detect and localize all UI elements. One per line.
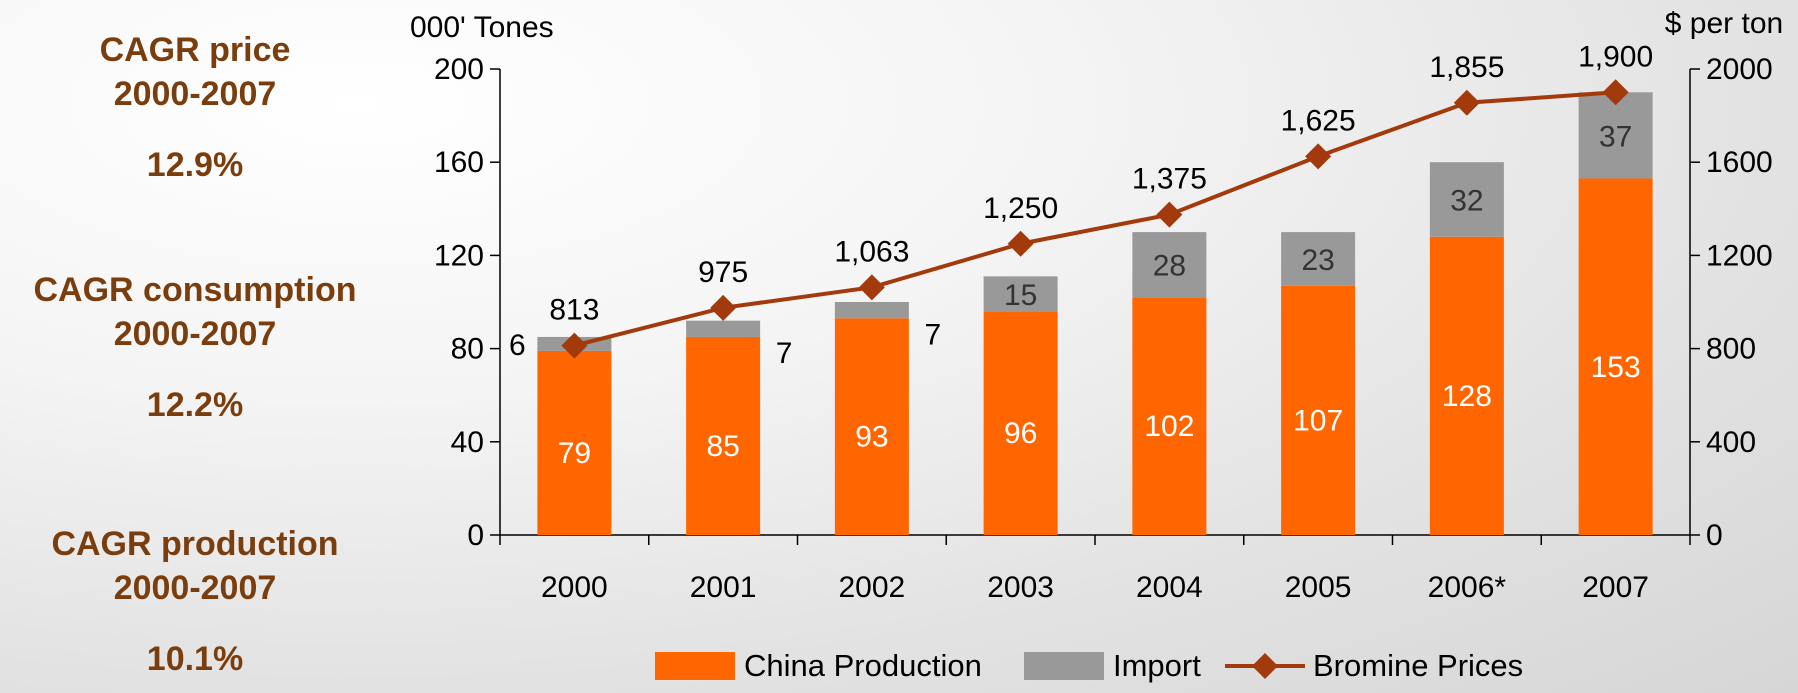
production-value-label: 96 [1004, 417, 1037, 450]
price-value-label: 1,375 [1132, 163, 1207, 196]
x-tick-label: 2004 [1136, 571, 1203, 604]
production-bar [537, 350, 612, 535]
x-tick-label: 2000 [541, 571, 608, 604]
x-tick-label: 2007 [1582, 571, 1649, 604]
production-bar [1578, 178, 1653, 535]
cagr-production-period: 2000-2007 [113, 569, 277, 607]
production-value-label: 128 [1442, 380, 1492, 413]
price-marker [561, 332, 588, 359]
chart-bars [537, 92, 1653, 535]
cagr-price-period: 2000-2007 [113, 75, 277, 113]
x-tick-label: 2001 [690, 571, 757, 604]
import-value-label: 32 [1450, 184, 1483, 217]
production-value-label: 93 [855, 421, 888, 454]
price-value-label: 1,063 [834, 235, 909, 268]
legend-label-price: Bromine Prices [1313, 648, 1523, 683]
right-tick-label: 400 [1706, 426, 1756, 459]
price-marker [1007, 230, 1034, 257]
chart-labels: 79 85 93 96 102 107 128 153 6 7 7 15 28 23 32 37 813 975 1… [509, 40, 1653, 470]
import-value-label: 28 [1153, 250, 1186, 283]
legend-label-import: Import [1113, 648, 1201, 683]
left-axis-title: 000' Tones [410, 11, 554, 44]
import-bar [983, 276, 1058, 312]
production-value-label: 107 [1293, 404, 1343, 437]
cagr-consumption-block: CAGR consumption 2000-2007 12.2% [0, 268, 390, 425]
production-value-label: 85 [706, 430, 739, 463]
import-bar [686, 320, 761, 337]
price-value-label: 1,855 [1429, 51, 1504, 84]
price-marker [1453, 89, 1480, 116]
x-tick-label: 2006* [1428, 571, 1507, 604]
price-value-label: 1,250 [983, 192, 1058, 225]
import-value-label: 6 [509, 329, 526, 362]
right-tick-label: 0 [1706, 519, 1723, 552]
chart-legend: China Production Import Bromine Prices [655, 648, 1523, 683]
right-tick-label: 1600 [1706, 146, 1773, 179]
production-value-label: 153 [1591, 351, 1641, 384]
production-bar [1281, 285, 1356, 535]
right-axis-title: $ per ton [1665, 7, 1783, 40]
production-bar [686, 336, 761, 535]
left-tick-label: 200 [434, 53, 484, 86]
import-value-label: 37 [1599, 120, 1632, 153]
production-bar [983, 311, 1058, 535]
left-tick-label: 120 [434, 239, 484, 272]
production-bar [1132, 297, 1207, 535]
cagr-production-label: CAGR production [51, 525, 339, 563]
import-bar [1578, 92, 1653, 179]
right-tick-label: 800 [1706, 333, 1756, 366]
price-marker [1305, 143, 1332, 170]
cagr-consumption-value: 12.2% [146, 386, 244, 424]
cagr-price-value: 12.9% [146, 146, 244, 184]
import-value-label: 23 [1301, 244, 1334, 277]
price-marker [710, 294, 737, 321]
import-bar [834, 302, 909, 319]
cagr-consumption-period: 2000-2007 [113, 315, 277, 353]
legend-label-production: China Production [744, 648, 982, 683]
cagr-production-value: 10.1% [146, 640, 244, 678]
cagr-panel: CAGR price 2000-2007 12.9% CAGR consumpt… [0, 0, 390, 693]
left-tick-label: 40 [451, 426, 484, 459]
import-value-label: 7 [925, 318, 942, 351]
legend-swatch-production [655, 652, 735, 680]
price-line [573, 90, 1616, 348]
price-value-label: 1,625 [1281, 104, 1356, 137]
cagr-price-label: CAGR price [99, 31, 291, 69]
production-bar [834, 318, 909, 535]
production-value-label: 102 [1144, 410, 1194, 443]
left-tick-label: 80 [451, 333, 484, 366]
x-tick-label: 2005 [1285, 571, 1352, 604]
cagr-consumption-label: CAGR consumption [33, 271, 357, 309]
import-value-label: 15 [1004, 279, 1037, 312]
price-marker [1602, 79, 1629, 106]
production-value-label: 79 [558, 437, 591, 470]
price-value-label: 813 [549, 294, 599, 327]
price-value-label: 975 [698, 256, 748, 289]
price-marker [1156, 201, 1183, 228]
left-tick-label: 0 [467, 519, 484, 552]
production-bar [1429, 236, 1504, 535]
cagr-price-block: CAGR price 2000-2007 12.9% [0, 28, 390, 185]
import-bar [1429, 162, 1504, 237]
left-tick-label: 160 [434, 146, 484, 179]
chart-price-line [561, 79, 1629, 359]
cagr-production-block: CAGR production 2000-2007 10.1% [0, 522, 390, 679]
legend-marker-price [1252, 653, 1278, 679]
price-marker [858, 274, 885, 301]
right-tick-label: 2000 [1706, 53, 1773, 86]
import-bar [1132, 232, 1207, 298]
import-bar [1281, 232, 1356, 286]
right-tick-label: 1200 [1706, 239, 1773, 272]
x-tick-label: 2002 [839, 571, 906, 604]
import-value-label: 7 [776, 337, 793, 370]
x-tick-label: 2003 [987, 571, 1054, 604]
legend-swatch-import [1024, 652, 1104, 680]
price-value-label: 1,900 [1578, 40, 1653, 73]
